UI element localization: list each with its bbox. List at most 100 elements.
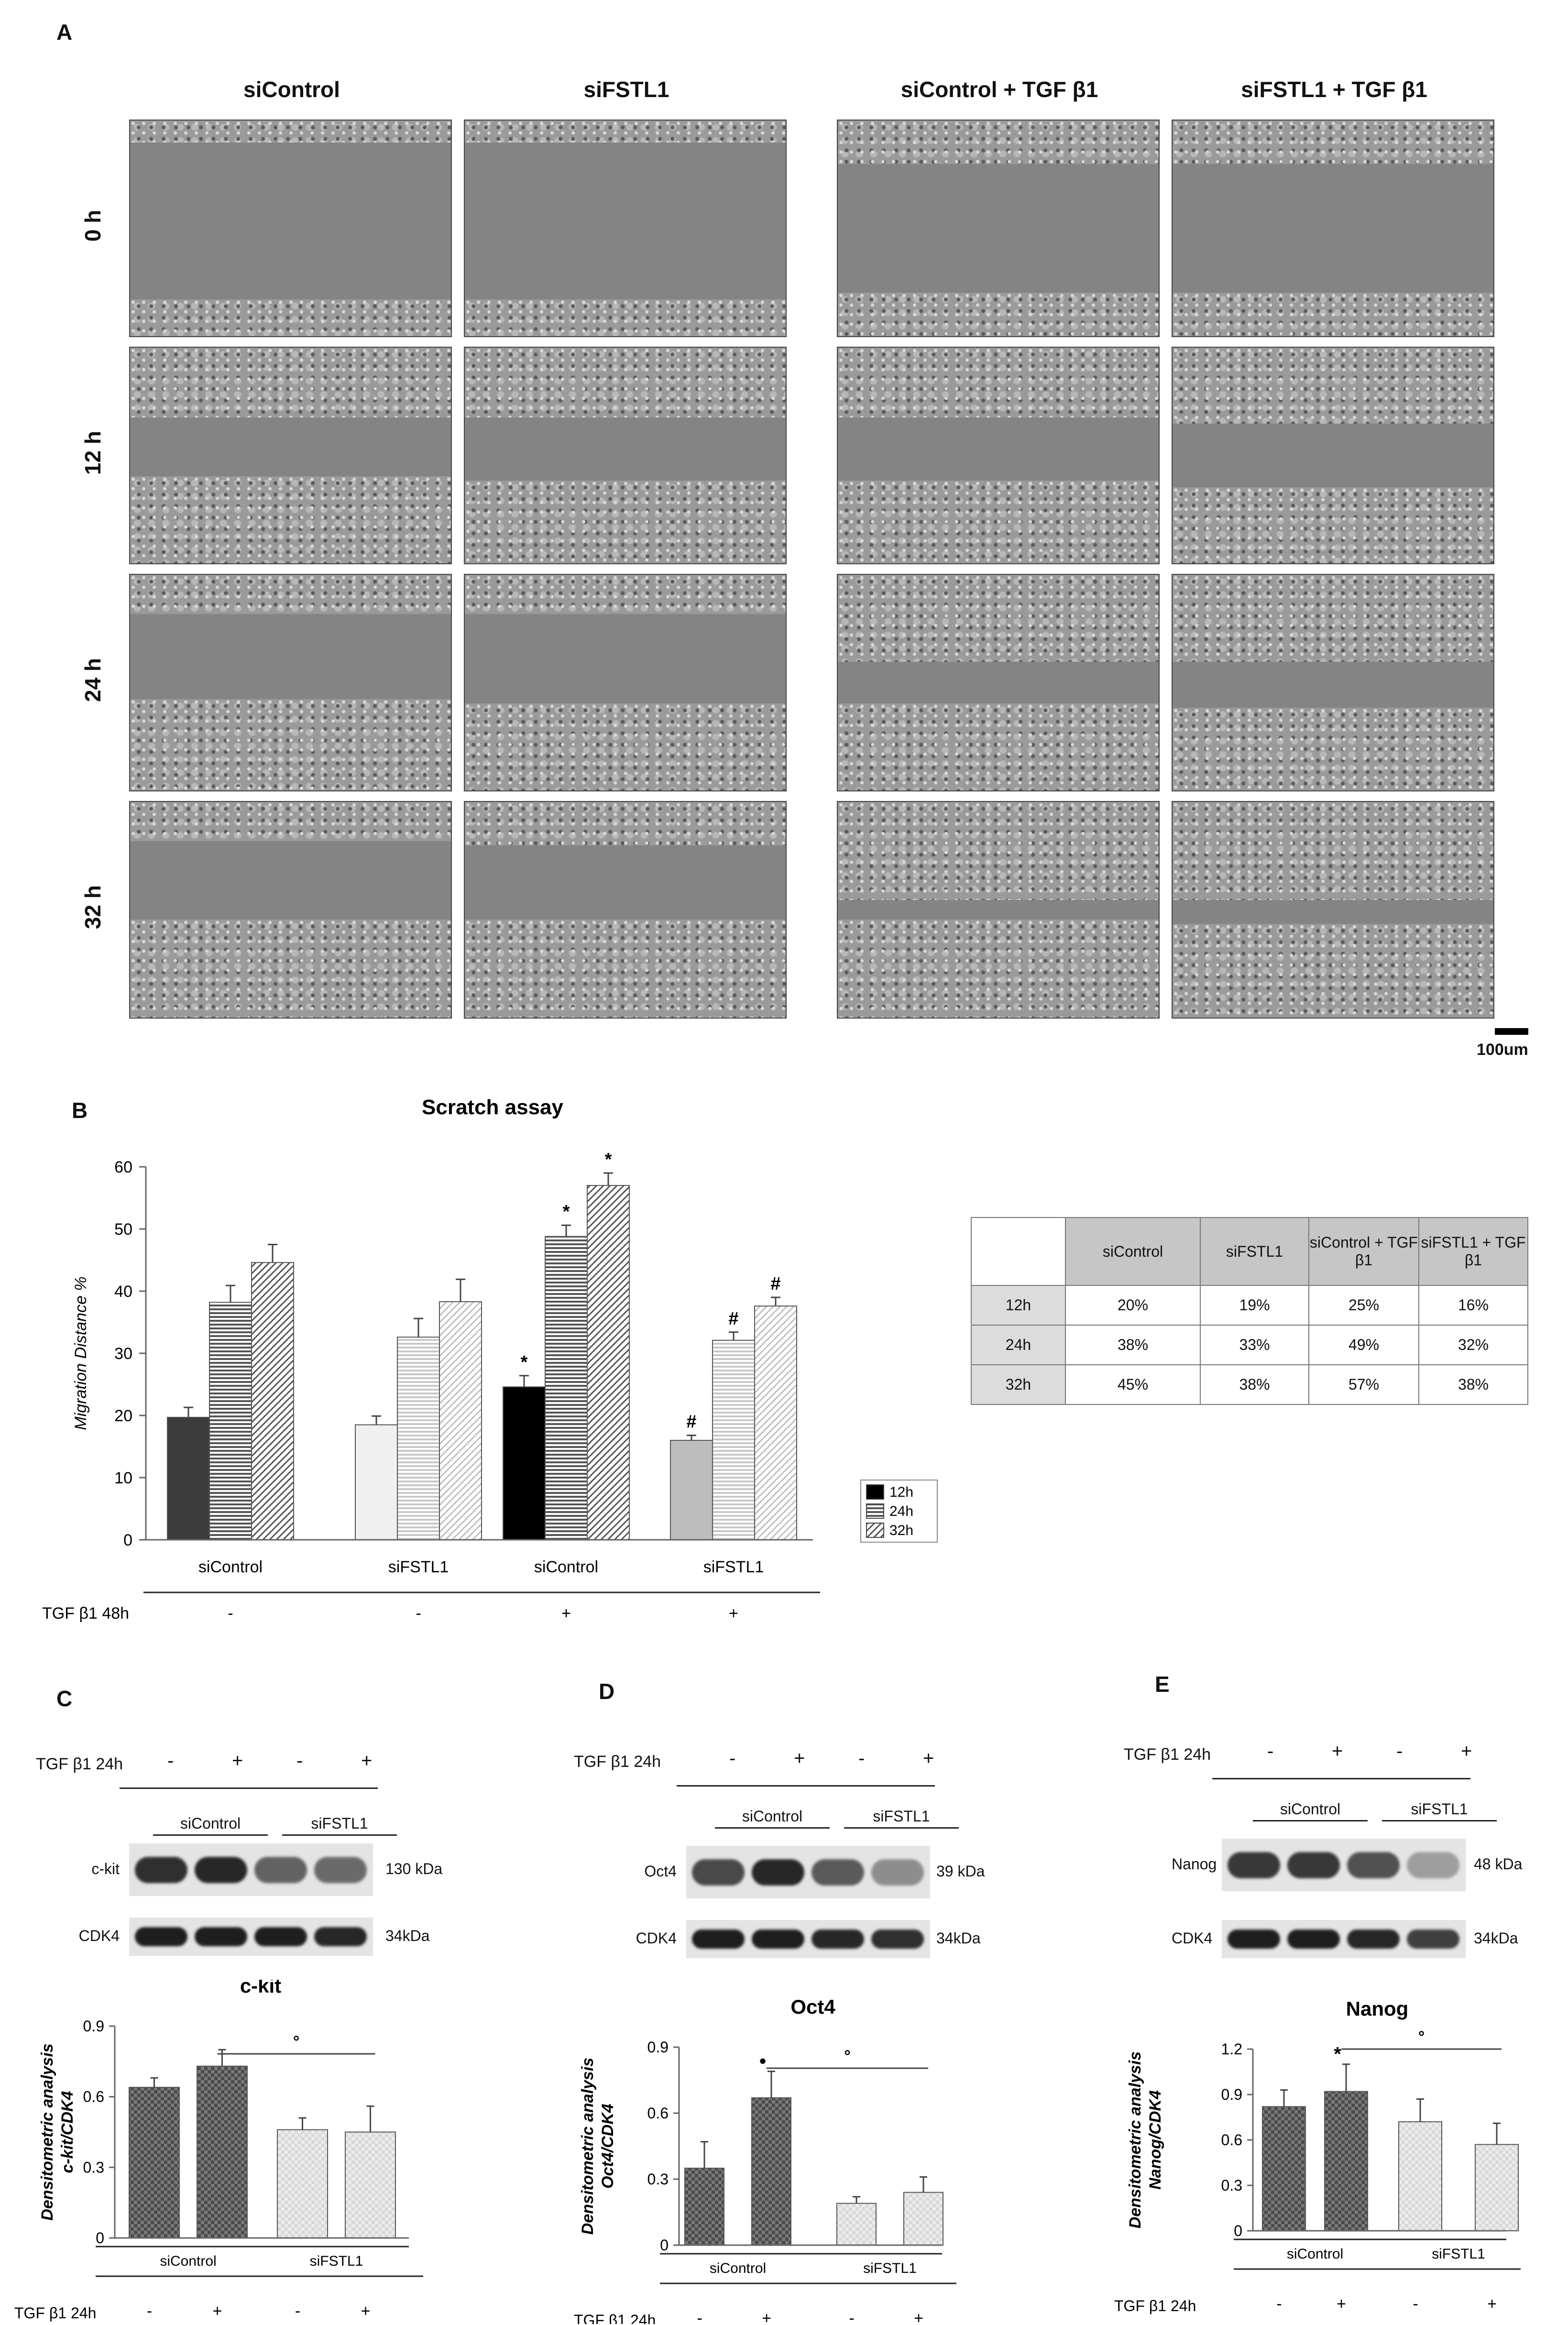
bar (754, 1305, 797, 1540)
blot-protein-label: Nanog (1172, 1855, 1217, 1873)
blot-band (1347, 1852, 1400, 1878)
treatment-sign: - (1276, 2295, 1282, 2313)
treatment-sign: - (1413, 2295, 1418, 2313)
chart-title: Scratch assay (422, 1096, 564, 1119)
y-tick-label: 0 (123, 1531, 132, 1549)
cell-monolayer-bottom (1173, 487, 1493, 563)
significance-mark: ° (293, 2033, 300, 2051)
cell-monolayer-top (838, 575, 1159, 662)
bar (684, 2168, 724, 2246)
bar (345, 2131, 396, 2238)
legend-swatch (866, 1523, 884, 1538)
blot-band (1407, 1852, 1459, 1878)
table-cell: 33% (1200, 1325, 1309, 1365)
y-tick-label: 60 (114, 1158, 132, 1176)
blot-protein-label: Oct4 (644, 1863, 677, 1880)
cell-monolayer-top (1173, 575, 1493, 662)
treatment-separator (677, 1785, 935, 1787)
panel-letter: C (56, 1686, 73, 1711)
treatment-sign: + (1337, 2295, 1346, 2313)
blot-band (692, 1930, 745, 1949)
y-tick-label: 0.3 (83, 2159, 104, 2176)
blot-protein-label: CDK4 (636, 1930, 677, 1947)
significance-mark: * (521, 1352, 528, 1372)
table-cell: 16% (1418, 1285, 1528, 1326)
blot-band (1287, 1930, 1340, 1949)
table-cell: 49% (1308, 1325, 1419, 1365)
bar (209, 1302, 252, 1540)
y-tick-label: 0.6 (647, 2105, 669, 2122)
blot-molecular-weight: 48 kDa (1474, 1855, 1523, 1873)
bar (397, 1337, 440, 1540)
blot-band (314, 1927, 367, 1946)
treatment-separator (120, 1788, 378, 1789)
bar (129, 2086, 180, 2238)
bar (277, 2129, 328, 2239)
y-axis-label: Migration Distance % (72, 1276, 90, 1430)
treatment-sign: + (213, 2302, 222, 2320)
treatment-sign: + (561, 1604, 571, 1623)
micrograph-image (129, 574, 452, 791)
migration-table: siControl siFSTL1 siControl + TGF β1 siF… (971, 1217, 1528, 1405)
micrograph-image (129, 347, 452, 564)
chart-legend: 12h 24h 32h (860, 1480, 938, 1543)
blot-band (195, 1856, 247, 1883)
micrograph-image (464, 120, 787, 337)
y-axis-label: Densitometric analysis (1126, 2051, 1144, 2228)
group-label: siFSTL1 (863, 2260, 917, 2276)
treatment-label: TGF β1 24h (574, 1753, 661, 1771)
table-cell: 57% (1308, 1364, 1419, 1405)
panel-letter: E (1155, 1672, 1170, 1697)
treatment-label: TGF β1 24h (14, 2304, 96, 2322)
table-cell: 38% (1418, 1364, 1528, 1405)
legend-label: 32h (889, 1523, 913, 1538)
cell-monolayer-top (130, 348, 451, 417)
group-label: siFSTL1 (844, 1808, 959, 1829)
legend-swatch (866, 1503, 884, 1519)
table-row-label: 24h (971, 1325, 1066, 1365)
bar (503, 1386, 546, 1540)
treatment-sign: - (697, 2309, 702, 2324)
treatment-sign: - (1267, 1741, 1274, 1762)
x-category-label: siControl (534, 1558, 598, 1576)
y-tick-label: 0.6 (83, 2088, 104, 2106)
y-tick-label: 0 (96, 2229, 104, 2247)
table-row-label: 32h (971, 1364, 1066, 1405)
group-label: siControl (160, 2253, 216, 2269)
cell-monolayer-top (130, 802, 451, 841)
table-header: siControl (1065, 1217, 1201, 1286)
table-cell: 38% (1065, 1325, 1201, 1365)
micrograph-image (129, 120, 452, 337)
micrograph-image (464, 574, 787, 791)
micrograph-image (464, 801, 787, 1019)
blot-molecular-weight: 34kDa (385, 1927, 430, 1944)
bar (1262, 2106, 1306, 2231)
table-corner (971, 1217, 1066, 1286)
blot-band (195, 1927, 247, 1946)
cell-monolayer-bottom (130, 299, 451, 336)
blot-band (1287, 1852, 1340, 1878)
bar (751, 2097, 791, 2246)
table-row-label: 12h (971, 1285, 1066, 1326)
blot-strip (686, 1920, 930, 1958)
panel-a-letter: A (56, 20, 73, 44)
oct4-densitometry-chart: Oct4 0 0.3 0.6 0.9 Densitometric analysis Oct4… (574, 1996, 956, 2324)
treatment-sign: - (1396, 1741, 1403, 1762)
row-header-32h: 32 h (80, 885, 105, 930)
significance-mark: • (759, 2051, 766, 2072)
cell-monolayer-bottom (130, 920, 451, 1018)
blot-strip (129, 1843, 373, 1896)
blot-band (1347, 1930, 1400, 1949)
blot-strip (129, 1918, 373, 1956)
col-header-sifstl1-tgf: siFSTL1 + TGF β1 (1241, 77, 1427, 102)
blot-band (254, 1927, 307, 1946)
blot-protein-label: CDK4 (1172, 1930, 1213, 1947)
blot-band (871, 1930, 924, 1949)
treatment-sign: - (849, 2309, 854, 2324)
blot-band (811, 1930, 864, 1949)
y-tick-label: 20 (114, 1407, 132, 1425)
bar (1324, 2091, 1368, 2232)
micrograph-image (464, 347, 787, 564)
y-tick-label: 1.2 (1221, 2040, 1242, 2058)
micrograph-image (837, 801, 1160, 1019)
